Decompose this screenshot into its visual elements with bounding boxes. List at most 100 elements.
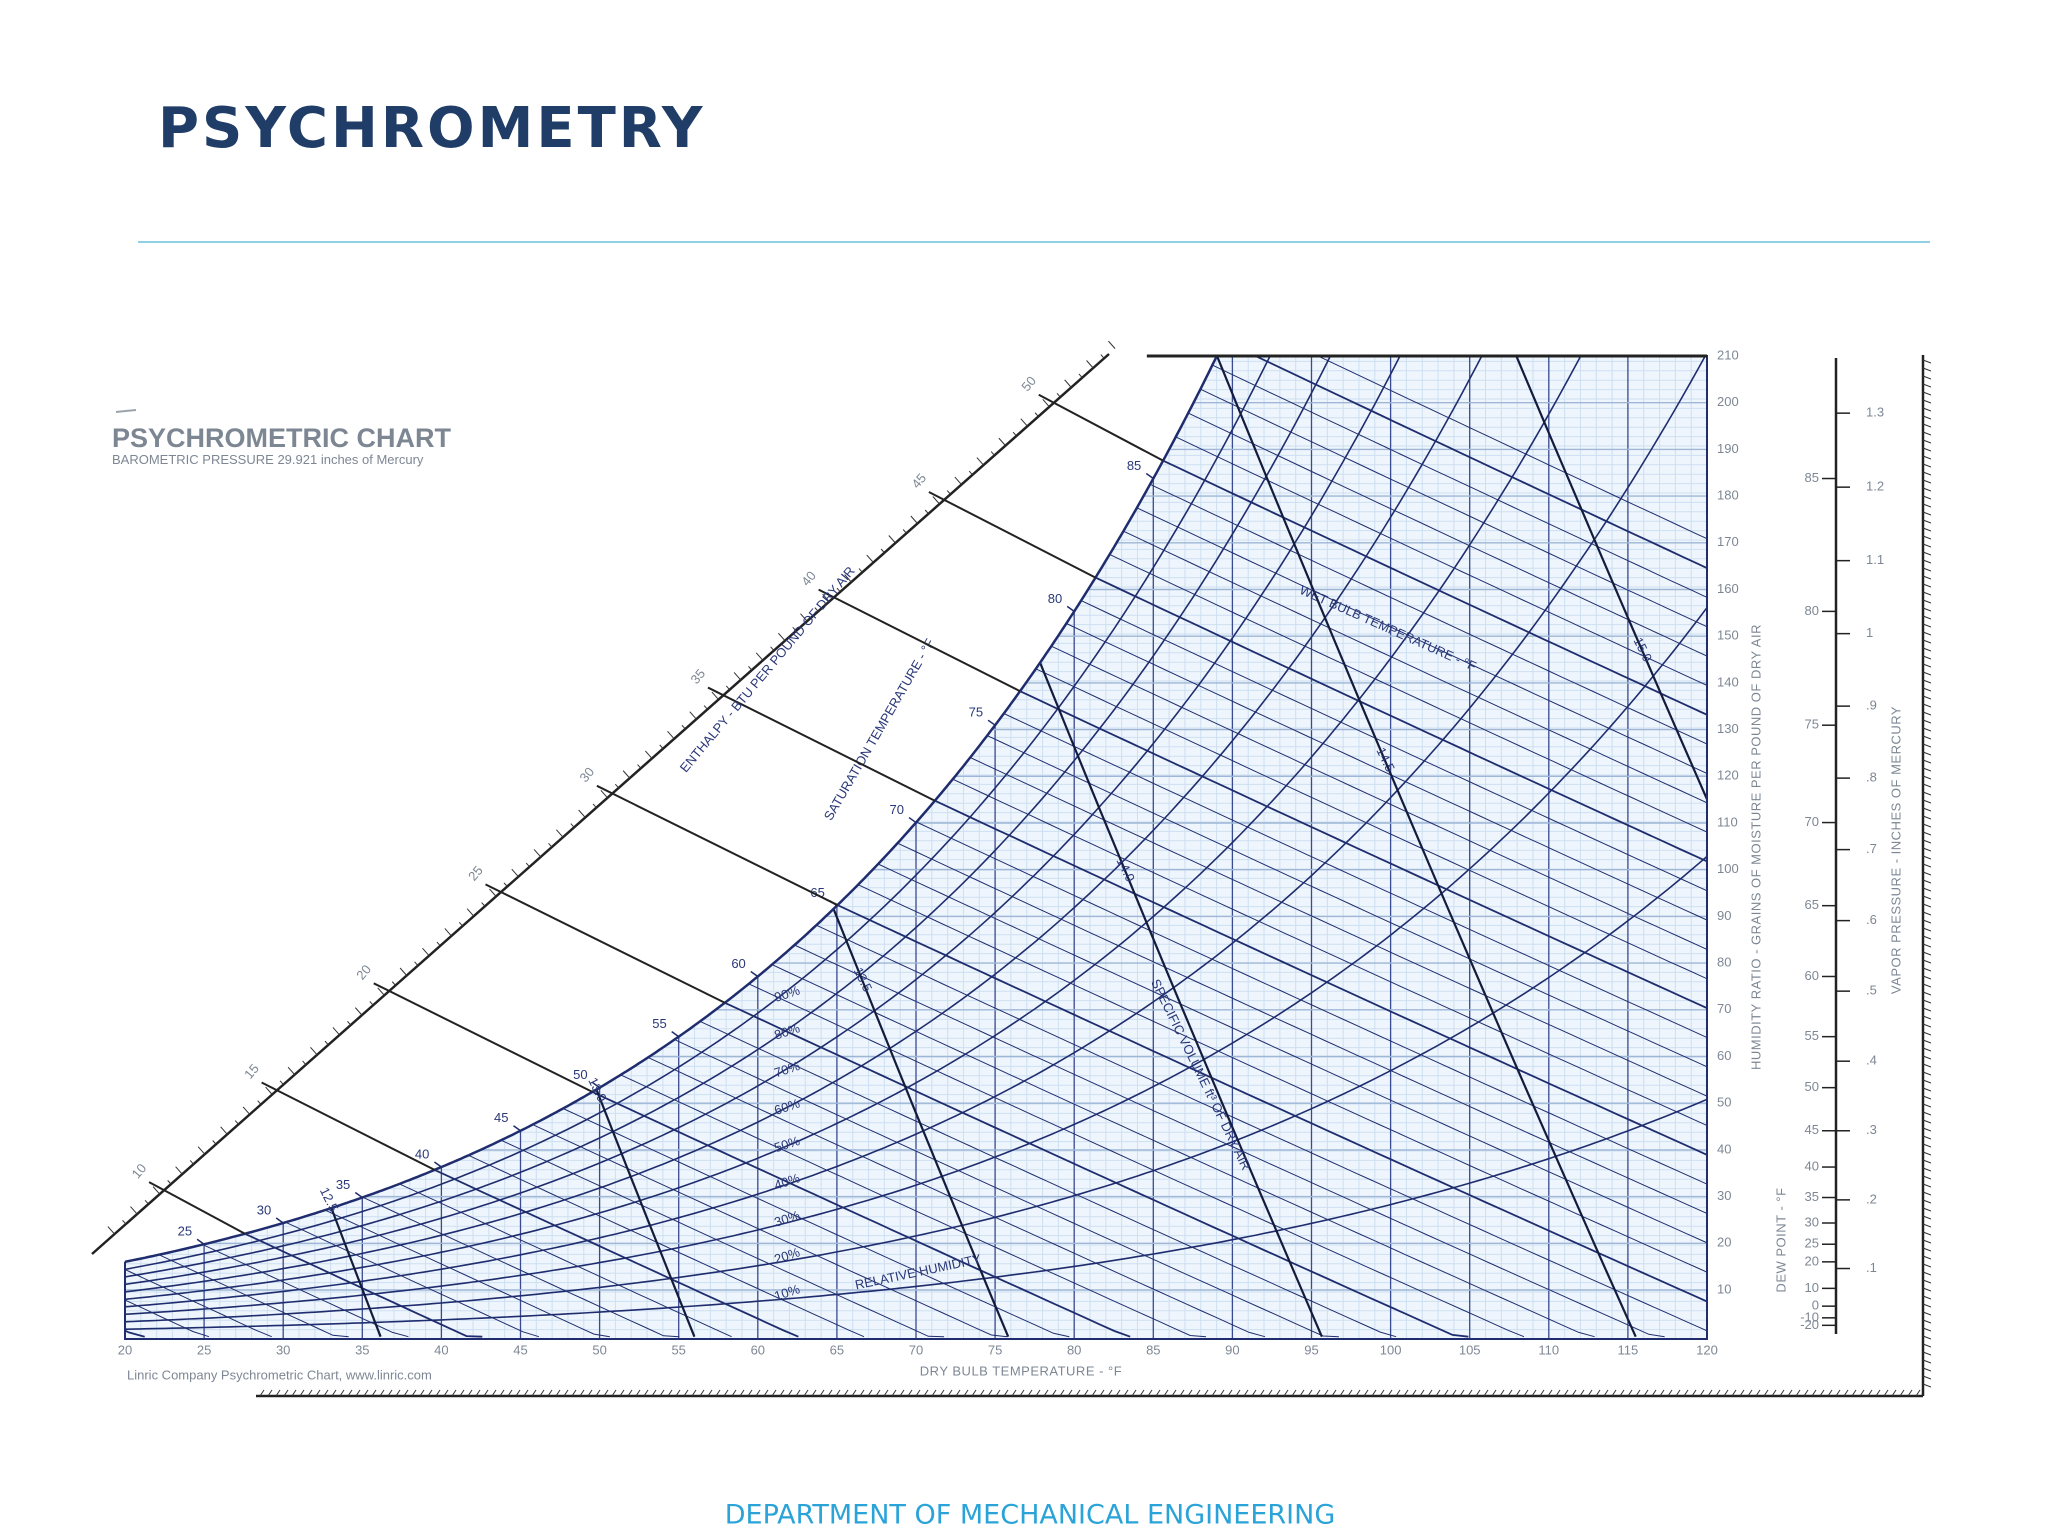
bottom-scale-tick xyxy=(1875,1389,1881,1397)
bottom-scale-tick xyxy=(347,1389,353,1397)
bottom-scale-tick xyxy=(379,1389,385,1397)
bottom-scale-tick xyxy=(1555,1389,1561,1397)
wet-bulb-line xyxy=(1109,553,1707,1338)
dew-point-tick-label: 65 xyxy=(1805,897,1819,912)
bottom-scale-tick xyxy=(1107,1389,1113,1397)
right-scale-tick xyxy=(1922,895,1932,900)
x-tick-label: 85 xyxy=(1146,1342,1160,1357)
dew-point-tick-label: 0 xyxy=(1812,1298,1819,1313)
bottom-scale-tick xyxy=(1163,1389,1169,1397)
saturation-label: SATURATION TEMPERATURE - °F xyxy=(821,636,938,823)
right-scale-tick xyxy=(1922,1167,1932,1172)
wet-bulb-line xyxy=(724,1001,1469,1338)
bottom-scale-tick xyxy=(1763,1389,1769,1397)
right-scale-tick xyxy=(1922,1263,1932,1268)
enthalpy-minor-tick xyxy=(548,842,553,848)
bottom-scale-tick xyxy=(859,1389,865,1397)
bottom-scale-tick xyxy=(1083,1389,1089,1397)
y-tick-label: 200 xyxy=(1717,394,1739,409)
y-tick-label: 100 xyxy=(1717,861,1739,876)
bottom-scale-tick xyxy=(683,1389,689,1397)
right-scale-tick xyxy=(1922,559,1932,564)
wet-bulb-line xyxy=(1200,388,1707,1338)
x-tick-label: 25 xyxy=(197,1342,211,1357)
dew-point-label: DEW POINT - °F xyxy=(1773,1187,1788,1292)
x-tick-label: 45 xyxy=(513,1342,527,1357)
bottom-scale-tick xyxy=(539,1389,545,1397)
wet-bulb-line xyxy=(1149,483,1707,1338)
x-tick-label: 60 xyxy=(751,1342,765,1357)
enthalpy-minor-tick xyxy=(414,961,419,966)
bottom-scale-tick xyxy=(1779,1389,1785,1397)
bottom-scale-tick xyxy=(1219,1389,1225,1397)
enthalpy-minor-tick xyxy=(511,868,519,877)
rh-curve xyxy=(125,855,1707,1323)
saturation-tick xyxy=(592,1082,601,1089)
footer: DEPARTMENT OF MECHANICAL ENGINEERING xyxy=(725,1500,1336,1531)
right-scale-tick xyxy=(1922,943,1932,948)
slide-title: PSYCHROMETRY xyxy=(158,96,705,161)
right-scale-tick xyxy=(1922,615,1932,620)
bottom-scale-tick xyxy=(1091,1389,1097,1397)
right-scale-tick xyxy=(1922,623,1932,628)
enthalpy-minor-tick xyxy=(466,908,475,917)
bottom-scale-tick xyxy=(1635,1389,1641,1397)
bottom-scale-tick xyxy=(1355,1389,1361,1397)
right-scale-tick xyxy=(1922,359,1932,364)
bottom-scale-tick xyxy=(1227,1389,1233,1397)
vapor-pressure-tick-label: 1.3 xyxy=(1866,405,1884,420)
y-tick-label: 160 xyxy=(1717,581,1739,596)
bottom-scale-tick xyxy=(883,1389,889,1397)
right-scale-tick xyxy=(1922,495,1932,500)
bottom-scale-tick xyxy=(467,1389,473,1397)
right-scale-tick xyxy=(1922,1103,1932,1108)
bottom-scale-tick xyxy=(1451,1389,1457,1397)
right-scale-tick xyxy=(1922,807,1932,812)
right-scale-tick xyxy=(1922,847,1932,852)
bottom-scale-tick xyxy=(1683,1389,1689,1397)
bottom-scale-tick xyxy=(459,1389,465,1397)
rh-curve xyxy=(125,356,1707,1278)
saturation-tick xyxy=(433,1161,442,1168)
saturation-tick xyxy=(1145,472,1154,480)
bottom-scale-tick xyxy=(971,1389,977,1397)
enthalpy-tick-label: 50 xyxy=(1018,373,1039,394)
right-scale-tick xyxy=(1922,1295,1932,1300)
right-scale-tick xyxy=(1922,1151,1932,1156)
bottom-scale-tick xyxy=(1299,1389,1305,1397)
enthalpy-minor-tick xyxy=(932,496,940,505)
psychrometric-chart: 20 25 30 35 40 45 50 55 60 65 70 75 80 85 90 95 100 105 11… xyxy=(91,340,1932,1398)
enthalpy-minor-tick xyxy=(725,685,731,691)
right-scale-tick xyxy=(1922,791,1932,796)
enthalpy-minor-tick xyxy=(1064,379,1072,388)
bottom-scale-tick xyxy=(1435,1389,1441,1397)
bottom-scale-tick xyxy=(595,1389,601,1397)
right-scale-tick xyxy=(1922,951,1932,956)
enthalpy-tick-label: 35 xyxy=(687,666,708,687)
bottom-scale-tick xyxy=(435,1389,441,1397)
enthalpy-minor-tick xyxy=(347,1020,352,1026)
bottom-scale-tick xyxy=(1443,1389,1449,1397)
dew-point-tick-label: 55 xyxy=(1805,1028,1819,1043)
right-scale-tick xyxy=(1922,903,1932,908)
y-axis-label: HUMIDITY RATIO - GRAINS OF MOISTURE PER … xyxy=(1748,624,1763,1070)
bottom-scale-tick xyxy=(1323,1389,1329,1397)
right-scale-tick xyxy=(1922,479,1932,484)
enthalpy-minor-tick xyxy=(910,515,918,524)
saturation-tick-label: 45 xyxy=(494,1110,508,1125)
wet-bulb-line xyxy=(1019,690,1707,1338)
right-scale-tick xyxy=(1922,1111,1932,1116)
bottom-scale-tick xyxy=(1883,1389,1889,1397)
wet-bulb-line xyxy=(362,1196,680,1338)
right-scale-tick xyxy=(1922,711,1932,716)
enthalpy-minor-tick xyxy=(377,987,385,996)
enthalpy-minor-tick xyxy=(279,1080,284,1085)
bottom-scale-tick xyxy=(363,1389,369,1397)
bottom-scale-tick xyxy=(1123,1389,1129,1397)
enthalpy-tick-label: 45 xyxy=(908,470,929,491)
bottom-scale-tick xyxy=(675,1389,681,1397)
vapor-pressure-tick-label: .9 xyxy=(1866,698,1877,713)
bottom-scale-tick xyxy=(475,1389,481,1397)
bottom-scale-tick xyxy=(491,1389,497,1397)
saturation-tick-label: 25 xyxy=(178,1224,192,1239)
